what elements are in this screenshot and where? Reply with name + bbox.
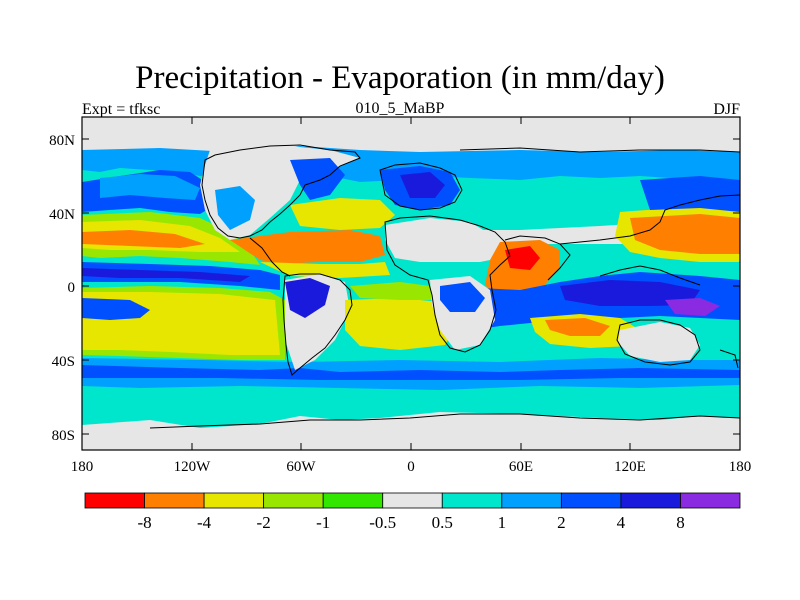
field-arabia-orange [485,240,560,300]
x-tick-label: 0 [407,459,415,475]
field-natl-yellow [290,198,395,230]
field-spcz [82,298,150,320]
colorbar-swatch [620,492,681,509]
experiment-label: Expt = tfksc [82,101,161,118]
y-tick-label: 80S [52,428,75,444]
field-satl-yellow [345,298,460,350]
colorbar-label: 0.5 [432,513,453,532]
colorbar-swatch [441,492,503,509]
coastlines [149,144,740,429]
colorbar-swatch [680,492,741,509]
field-mc-dark [560,280,700,306]
field-arabia-red [505,246,540,270]
x-axis-ticks [191,117,631,450]
field-sio-orange [545,318,610,336]
field-natl-orange [230,230,385,264]
x-tick-label: 60E [509,459,533,475]
y-axis-ticks [82,138,740,435]
y-tick-label: 40N [49,207,75,223]
field-so-cyan [82,392,740,425]
colorbar-swatch [501,492,562,509]
colorbar-label: 1 [498,513,507,532]
x-tick-label: 60W [286,459,316,475]
colorbar-swatch [84,492,145,509]
field-so-blue [82,365,740,380]
colorbar-label: 2 [557,513,566,532]
colorbar-label: -8 [137,513,151,532]
colorbar-labels: -8 -4 -2 -1 -0.5 0.5 1 2 4 8 [137,513,684,532]
field-europe-dark [400,172,445,198]
colorbar-label: -4 [197,513,212,532]
x-axis-labels: 180 120W 60W 0 60E 120E 180 [71,459,752,475]
field-npac-lightblue [100,174,200,200]
colorbar-swatch [144,492,205,509]
colorbar [84,492,741,509]
field-amazon [285,278,330,318]
x-tick-label: 120W [174,459,212,475]
plot-title: Precipitation - Evaporation (in mm/day) [135,60,665,96]
field-npac-orange [82,230,205,248]
period-label: 010_5_MaBP [355,100,445,117]
colorbar-swatch [382,492,443,509]
y-tick-label: 0 [68,280,76,296]
colorbar-label: 8 [676,513,685,532]
y-axis-labels: 80N 40N 0 40S 80S [49,133,75,444]
colorbar-swatch [322,492,384,509]
field-kuroshio [640,176,740,212]
field-na-east-blue [290,158,345,200]
x-tick-label: 120E [614,459,646,475]
field-satl-green [350,282,440,300]
field-na-west [215,186,255,230]
field-australia [618,322,700,362]
field-mc-violet [665,298,720,316]
y-tick-label: 40S [52,354,75,370]
x-tick-label: 180 [71,459,94,475]
colorbar-swatch [263,492,324,509]
colorbar-label: -1 [316,513,330,532]
colorbar-swatch [560,492,622,509]
y-tick-label: 80N [49,133,75,149]
colorbar-label: -2 [257,513,271,532]
colorbar-swatch [203,492,265,509]
field-itcz-pac-dark [82,268,250,282]
x-tick-label: 180 [729,459,752,475]
field-antarctica [82,412,740,450]
season-label: DJF [713,101,740,118]
precip-evap-field [82,117,740,450]
field-congo [440,282,485,312]
field-natl-yellow-south [260,262,390,278]
colorbar-label: 4 [617,513,626,532]
colorbar-label: -0.5 [369,513,396,532]
